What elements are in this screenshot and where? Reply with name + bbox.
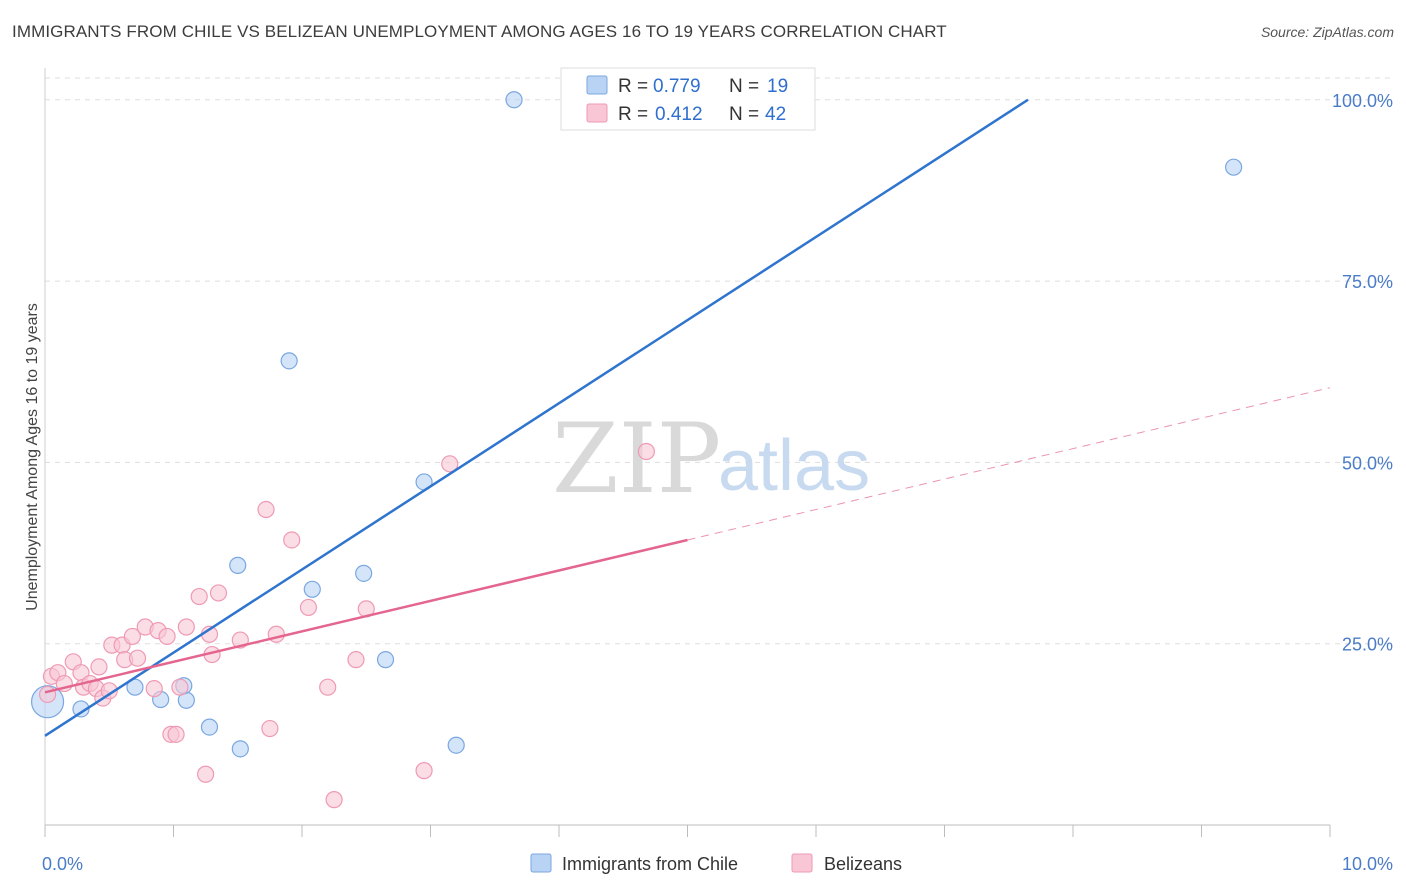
correlation-legend: R = 0.779 N = 19 R = 0.412 N = 42 [560,67,816,131]
chile-point [303,580,321,598]
legend-chile-n-value: 19 [767,76,788,97]
y-tick-label: 75.0% [1342,272,1393,292]
watermark-atlas: atlas [718,426,870,506]
belize-point [257,500,275,519]
chile-point [376,651,395,669]
y-tick-label: 50.0% [1342,453,1393,473]
source-label: Source: ZipAtlas.com [1260,24,1394,40]
legend-belize-r-value: 0.412 [655,104,703,125]
chile-point [200,718,219,736]
legend-belize-n-value: 42 [765,104,786,125]
belize-point [167,725,185,743]
belize-point [319,678,337,696]
belize-point [38,685,57,704]
series-legend-swatch-belize [791,853,813,873]
belize-point [441,455,459,473]
belize-trendline [44,538,688,694]
x-tick-label: 10.0% [1342,854,1393,874]
belize-point [123,627,141,646]
chile-trendline [44,98,1029,737]
chile-point [447,736,465,754]
belize-point [100,682,118,700]
legend-swatch-belize [586,103,608,123]
belize-point [128,649,147,667]
y-axis-label: Unemployment Among Ages 16 to 19 years [24,303,41,611]
legend-swatch-chile [586,75,608,95]
grid-layer [45,77,1393,645]
chile-point [126,678,144,696]
chile-point [355,564,373,582]
legend-chile-r-label: R = [618,76,648,97]
y-tick-label: 25.0% [1342,635,1393,655]
watermark-zip: ZIP [552,403,721,515]
chile-point [1225,158,1243,176]
chile-point [505,91,523,109]
legend-belize-n-label: N = [729,104,759,125]
chile-point [280,352,298,370]
series-legend-belize: Belizeans [824,854,902,874]
chile-point [231,740,249,758]
belize-point [197,765,215,783]
y-tick-label: 100.0% [1332,91,1393,111]
belize-point [145,680,163,698]
belize-point [347,651,365,669]
belize-point [637,442,655,461]
series-legend-swatch-chile [530,853,552,873]
belize-point [283,531,301,549]
series-legend-chile: Immigrants from Chile [562,854,738,874]
belize-point [90,658,108,676]
legend-belize-r-label: R = [618,104,648,125]
x-tick-label: 0.0% [42,854,83,874]
chile-point [72,700,90,718]
belize-point [190,587,208,606]
belize-point [209,584,228,602]
watermark: ZIP atlas [552,403,870,515]
legend-chile-r-value: 0.779 [653,76,701,97]
belize-point [261,719,279,738]
points-layer [30,91,1243,809]
belize-point [299,598,318,617]
belize-point [415,762,433,780]
belize-point [177,618,195,636]
axes-layer: 25.0% 50.0% 75.0% 100.0% 0.0% 10.0% [42,68,1393,874]
chart-title: IMMIGRANTS FROM CHILE VS BELIZEAN UNEMPL… [12,22,947,41]
series-legend: Immigrants from Chile Belizeans [530,853,902,874]
legend-chile-n-label: N = [729,76,759,97]
belize-point [325,791,343,809]
belize-point [158,627,176,646]
trend-layer [44,98,1331,737]
chile-point [229,556,247,574]
belize-trendline-extension [687,387,1331,541]
belize-point [171,678,189,696]
